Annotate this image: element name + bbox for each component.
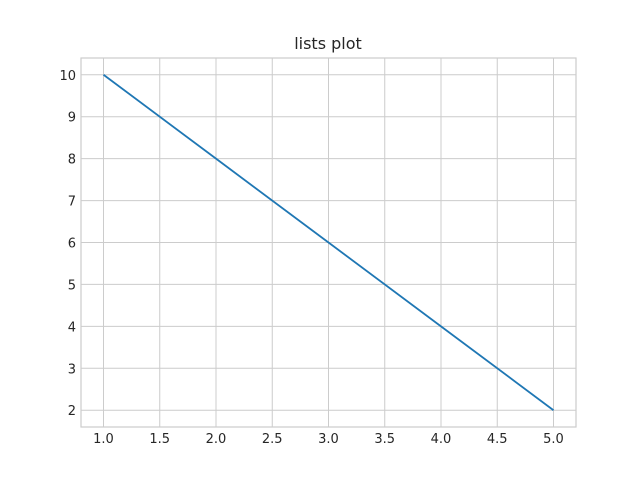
y-tick-label: 10 [59,69,76,84]
x-tick-label: 2.5 [262,432,283,447]
plot-area-frame [80,57,577,428]
x-axis-ticks: 1.0 1.5 2.0 2.5 3.0 3.5 4.0 4.5 5.0 [93,432,564,447]
y-tick-label: 2 [68,404,76,419]
series-layer [102,74,555,411]
x-tick-label: 1.5 [149,432,170,447]
x-tick-label: 3.0 [318,432,339,447]
y-tick-label: 8 [68,153,76,168]
y-tick-label: 7 [68,195,76,210]
y-tick-label: 5 [68,278,76,293]
y-tick-label: 4 [68,320,76,335]
chart-title: lists plot [294,34,362,53]
x-tick-label: 4.0 [431,432,452,447]
y-tick-label: 6 [68,237,76,252]
x-tick-label: 1.0 [93,432,114,447]
y-axis-ticks: 2 3 4 5 6 7 8 9 10 [59,69,76,419]
x-tick-label: 5.0 [543,432,564,447]
series-line [102,74,555,411]
x-tick-label: 2.0 [206,432,227,447]
x-tick-label: 3.5 [374,432,395,447]
y-tick-label: 9 [68,111,76,126]
y-tick-label: 3 [68,362,76,377]
x-tick-label: 4.5 [487,432,508,447]
